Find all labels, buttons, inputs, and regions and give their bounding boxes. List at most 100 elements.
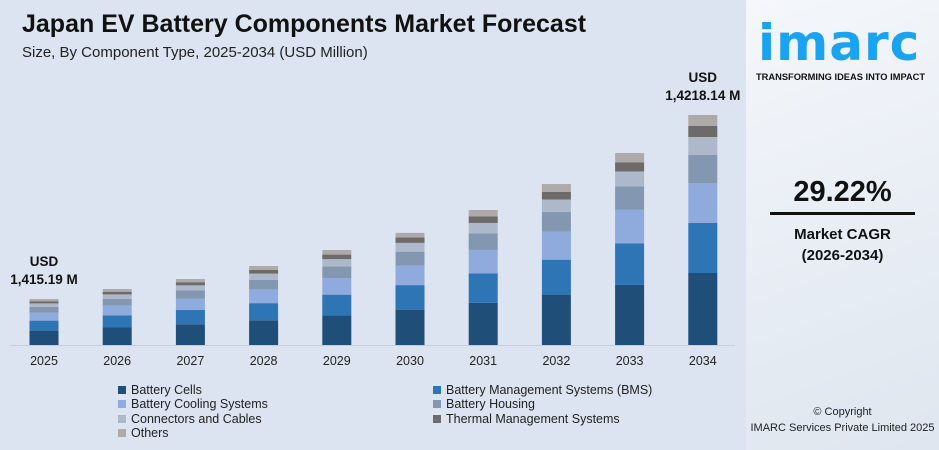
bar-segment-2028-1 — [249, 303, 279, 321]
bar-segment-2025-5 — [29, 301, 59, 304]
bar-segment-2033-2 — [615, 209, 645, 244]
bar-segment-2027-2 — [175, 298, 205, 311]
legend-item: Connectors and Cables — [118, 412, 262, 426]
bar-segment-2027-4 — [175, 285, 205, 291]
bar-segment-2025-1 — [29, 320, 59, 331]
x-tick-label: 2025 — [30, 354, 58, 368]
bar-segment-2031-6 — [468, 210, 498, 217]
x-tick-label: 2026 — [103, 354, 131, 368]
x-tick-label: 2031 — [469, 354, 497, 368]
bar-segment-2033-6 — [615, 153, 645, 163]
bar-segment-2028-6 — [249, 266, 279, 270]
legend-label: Battery Housing — [446, 397, 535, 412]
legend-item: Battery Management Systems (BMS) — [433, 383, 652, 397]
bar-segment-2032-6 — [541, 184, 571, 192]
x-tick-label: 2034 — [689, 354, 717, 368]
legend-label: Battery Cooling Systems — [131, 397, 268, 412]
chart-subtitle: Size, By Component Type, 2025-2034 (USD … — [22, 44, 368, 61]
bar-segment-2030-4 — [395, 242, 425, 252]
legend-item: Battery Housing — [433, 397, 535, 411]
bar-segment-2029-6 — [322, 250, 352, 255]
bar-segment-2030-2 — [395, 265, 425, 286]
bar-segment-2034-2 — [688, 183, 718, 224]
bar-segment-2030-6 — [395, 232, 425, 238]
bar-segment-2029-4 — [322, 259, 352, 267]
x-tick-label: 2029 — [323, 354, 351, 368]
bar-segment-2029-2 — [322, 278, 352, 295]
bar-segment-2028-2 — [249, 289, 279, 304]
legend-label: Battery Cells — [131, 383, 202, 397]
bar-segment-2034-3 — [688, 155, 718, 184]
data-label: 1,415.19 M — [10, 272, 78, 287]
bar-segment-2034-1 — [688, 223, 718, 274]
legend-item: Battery Cells — [118, 383, 202, 397]
data-label: 1,4218.14 M — [665, 88, 740, 103]
bar-segment-2027-5 — [175, 282, 205, 286]
bar-segment-2030-3 — [395, 251, 425, 266]
bar-segment-2026-1 — [102, 315, 132, 328]
chart-panel: Japan EV Battery Components Market Forec… — [10, 10, 741, 440]
x-tick-label: 2033 — [616, 354, 644, 368]
chart-title: Japan EV Battery Components Market Forec… — [22, 10, 587, 38]
legend-label: Thermal Management Systems — [446, 411, 620, 426]
bar-segment-2027-3 — [175, 290, 205, 299]
bar-segment-2032-1 — [541, 259, 571, 295]
cagr-label: Market CAGR — [794, 226, 891, 243]
bar-segment-2028-3 — [249, 279, 279, 290]
bar-segment-2028-5 — [249, 269, 279, 274]
data-label: USD — [30, 254, 59, 269]
bar-segment-2025-2 — [29, 312, 59, 321]
bar-segment-2028-0 — [249, 320, 279, 345]
legend-swatch — [433, 414, 441, 423]
legend-swatch — [433, 386, 441, 394]
bar-segment-2032-2 — [541, 231, 571, 260]
bar-segment-2028-4 — [249, 273, 279, 280]
bar-segment-2032-5 — [541, 191, 571, 200]
legend-label: Connectors and Cables — [131, 411, 262, 426]
copyright-company: IMARC Services Private Limited 2025 — [750, 422, 935, 434]
x-tick-label: 2030 — [396, 354, 424, 368]
bar-segment-2026-4 — [102, 294, 132, 299]
legend-item: Battery Cooling Systems — [118, 397, 268, 411]
bar-segment-2031-0 — [468, 302, 498, 345]
bar-segment-2026-2 — [102, 305, 132, 316]
bar-segment-2031-3 — [468, 233, 498, 250]
bar-segment-2031-5 — [468, 216, 498, 223]
bar-segment-2026-5 — [102, 291, 132, 295]
bar-segment-2027-0 — [175, 324, 205, 345]
bar-segment-2026-3 — [102, 298, 132, 306]
bar-segment-2026-0 — [102, 327, 132, 345]
bar-segment-2032-3 — [541, 212, 571, 232]
bar-segment-2029-0 — [322, 315, 352, 345]
bar-segment-2030-1 — [395, 285, 425, 310]
bar-segment-2033-1 — [615, 243, 645, 285]
bar-segment-2031-4 — [468, 222, 498, 234]
legend-item: Thermal Management Systems — [433, 412, 620, 426]
stacked-bar-chart: 2025 2026 2027 2028 2029 2030 2031 2032 2033 2034… — [10, 70, 740, 368]
bar-segment-2033-4 — [615, 171, 645, 187]
bar-segment-2031-2 — [468, 249, 498, 274]
x-tick-label: 2032 — [542, 354, 570, 368]
legend-label: Others — [131, 425, 169, 440]
imarc-logo: imarc — [758, 14, 921, 72]
bar-segment-2033-5 — [615, 162, 645, 172]
bar-segment-2030-5 — [395, 237, 425, 243]
bar-segment-2031-1 — [468, 273, 498, 303]
bar-segment-2033-0 — [615, 284, 645, 345]
x-tick-label: 2027 — [176, 354, 204, 368]
bar-segment-2034-5 — [688, 126, 718, 138]
bar-segment-2033-3 — [615, 186, 645, 210]
bar-segment-2030-0 — [395, 309, 425, 345]
divider — [770, 212, 915, 215]
legend-label: Battery Management Systems (BMS) — [446, 383, 653, 397]
bar-segment-2026-6 — [102, 289, 132, 292]
legend-swatch — [433, 400, 441, 409]
bar-segment-2032-4 — [541, 199, 571, 213]
bar-segment-2025-4 — [29, 303, 59, 308]
legend-swatch — [118, 414, 126, 423]
x-tick-label: 2028 — [250, 354, 278, 368]
tagline: TRANSFORMING IDEAS INTO IMPACT — [756, 72, 926, 82]
bar-segment-2032-0 — [541, 294, 571, 345]
legend-swatch — [118, 400, 126, 409]
legend-swatch — [118, 428, 126, 437]
